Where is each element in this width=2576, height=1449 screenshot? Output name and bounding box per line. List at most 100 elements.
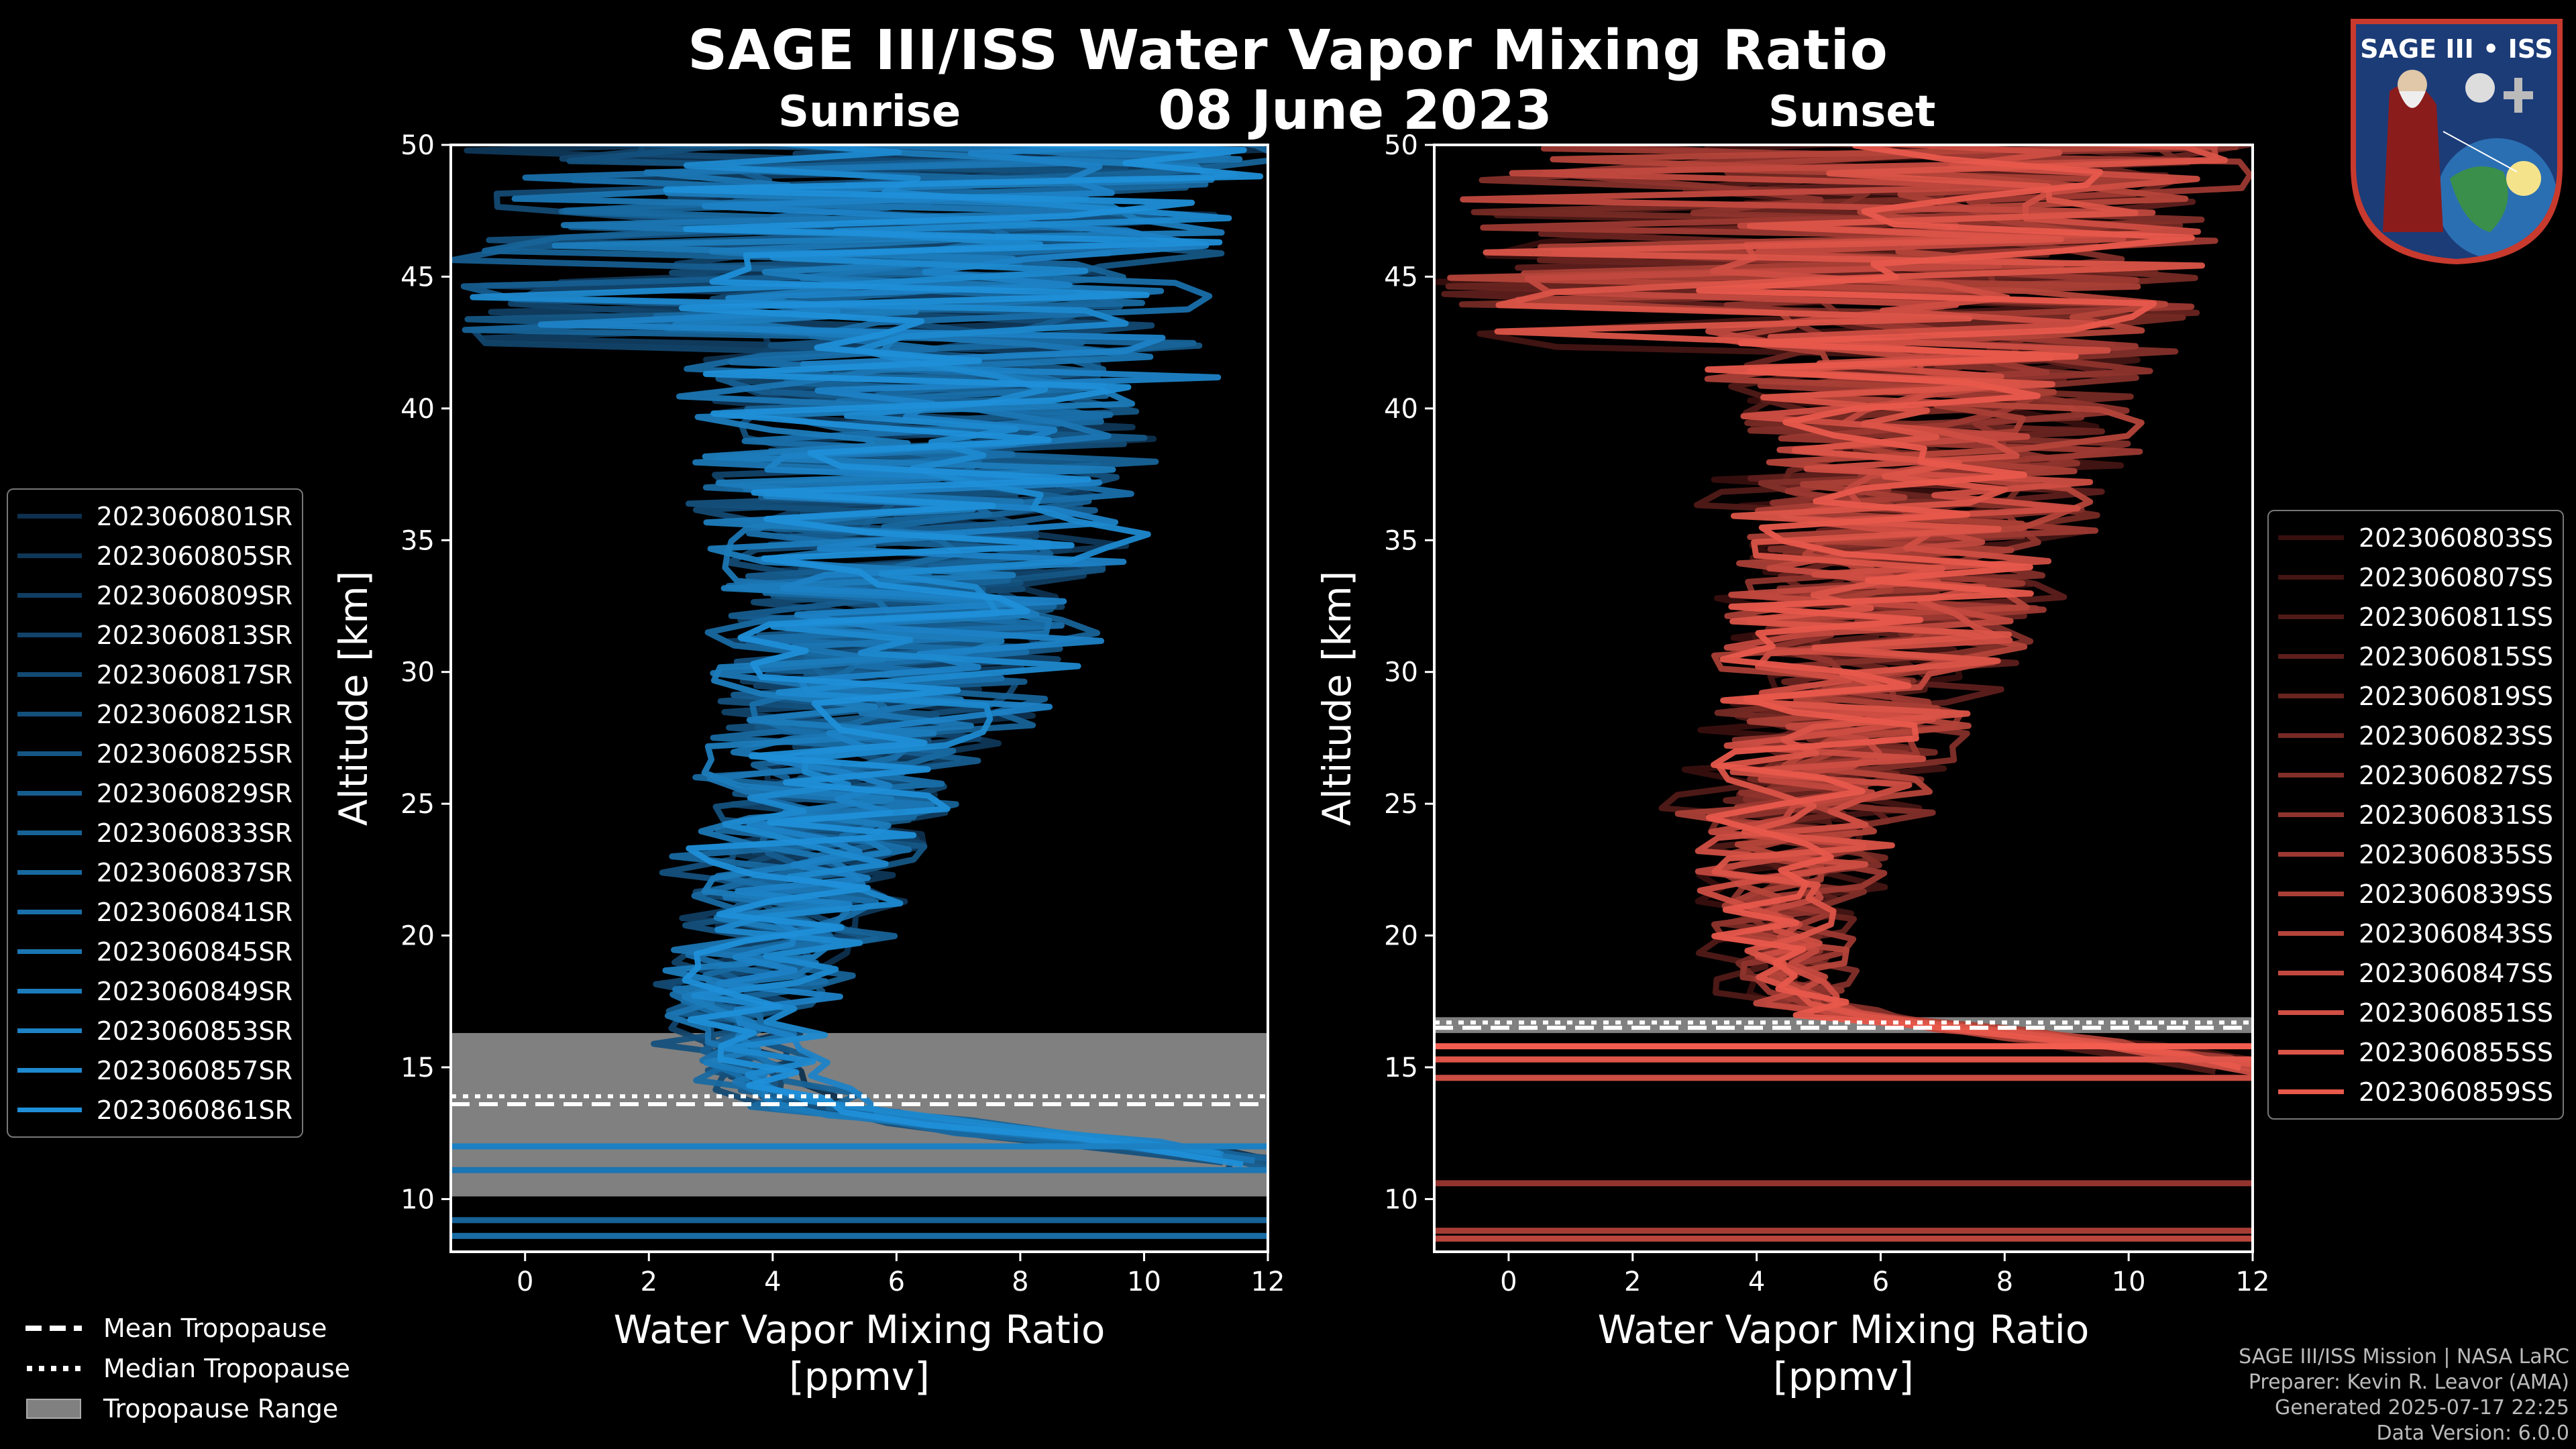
- sunset-legend-swatch: [2278, 773, 2344, 777]
- sunset-legend-swatch: [2278, 1010, 2344, 1015]
- tropopause-range-legend-item: Tropopause Range: [24, 1389, 350, 1429]
- sunset-ytick-label-40: 40: [1384, 394, 1418, 425]
- sunset-legend-swatch: [2278, 535, 2344, 540]
- sunrise-yaxis-label: Altitude [km]: [331, 571, 376, 826]
- sunrise-ytick-label-40: 40: [400, 394, 435, 425]
- sunrise-legend-label: 2023060825SR: [96, 739, 292, 769]
- sunrise-legend-label: 2023060833SR: [96, 818, 292, 848]
- sunrise-plot: 0 2 4 6 8 10 12 10 15 20 25 30 35 40 45 50 Water Vapor M…: [331, 130, 1285, 1399]
- sunrise-panel-title: Sunrise: [778, 87, 961, 137]
- sunset-data-area: [1434, 145, 2253, 1242]
- sunset-legend-label: 2023060835SS: [2358, 839, 2553, 869]
- sunset-legend-swatch: [2278, 733, 2344, 738]
- sunrise-legend-label: 2023060817SR: [96, 659, 292, 690]
- sunrise-legend-label: 2023060821SR: [96, 699, 292, 729]
- sunset-legend-label: 2023060851SS: [2358, 998, 2553, 1028]
- dotted-line-icon: [27, 1366, 82, 1371]
- sunset-legend-item: 2023060859SS: [2278, 1072, 2553, 1112]
- sunrise-legend-swatch: [17, 514, 82, 519]
- sunset-xtick-label-6: 6: [1872, 1267, 1889, 1297]
- sunrise-legend-swatch: [17, 949, 82, 954]
- sunrise-legend-item: 2023060801SR: [17, 496, 292, 536]
- sunrise-legend-swatch: [17, 989, 82, 994]
- sunrise-legend-label: 2023060857SR: [96, 1055, 292, 1085]
- sunrise-legend-swatch: [17, 870, 82, 875]
- sunset-legend-label: 2023060859SS: [2358, 1077, 2553, 1107]
- sunset-legend-swatch: [2278, 1050, 2344, 1055]
- sunset-legend-label: 2023060843SS: [2358, 918, 2553, 949]
- sunset-legend-swatch: [2278, 971, 2344, 975]
- sunrise-legend-label: 2023060853SR: [96, 1016, 292, 1046]
- sunset-legend-item: 2023060847SS: [2278, 953, 2553, 993]
- sunrise-plot-frame: [449, 144, 1269, 1253]
- sunset-xtick-label-4: 4: [1748, 1267, 1765, 1297]
- sunrise-legend-label: 2023060829SR: [96, 778, 292, 808]
- sunset-legend-label: 2023060855SS: [2358, 1037, 2553, 1067]
- mean-tropopause-label: Mean Tropopause: [103, 1313, 327, 1343]
- sunrise-legend-item: 2023060853SR: [17, 1011, 292, 1051]
- sunrise-xtick-label-12: 12: [1251, 1267, 1285, 1297]
- sunset-legend-item: 2023060835SS: [2278, 835, 2553, 874]
- sunrise-ytick-label-35: 35: [400, 525, 435, 556]
- sunset-legend-item: 2023060843SS: [2278, 914, 2553, 953]
- sunset-legend-label: 2023060847SS: [2358, 958, 2553, 988]
- sunset-legend-label: 2023060819SS: [2358, 681, 2553, 711]
- sunrise-ytick-label-50: 50: [400, 130, 435, 161]
- sunrise-xtick-label-10: 10: [1127, 1267, 1161, 1297]
- sunset-legend-item: 2023060811SS: [2278, 597, 2553, 637]
- sunset-legend-label: 2023060823SS: [2358, 720, 2553, 751]
- sunrise-legend-swatch: [17, 751, 82, 756]
- sunset-legend-label: 2023060807SS: [2358, 562, 2553, 592]
- sunrise-legend-item: 2023060845SR: [17, 932, 292, 971]
- sunset-ytick-label-35: 35: [1384, 525, 1418, 556]
- sunset-ytick-label-25: 25: [1384, 789, 1418, 820]
- credits-mission: SAGE III/ISS Mission | NASA LaRC: [2239, 1345, 2569, 1368]
- sunset-legend-item: 2023060807SS: [2278, 557, 2553, 597]
- sunrise-legend-label: 2023060801SR: [96, 501, 292, 531]
- sunset-legend-label: 2023060811SS: [2358, 602, 2553, 632]
- sunrise-legend-item: 2023060833SR: [17, 813, 292, 853]
- sunrise-legend-swatch: [17, 1028, 82, 1033]
- sunset-legend: 2023060803SS 2023060807SS 2023060811SS 2023…: [2267, 510, 2564, 1120]
- sunrise-legend-swatch: [17, 712, 82, 716]
- sunrise-ytick-label-30: 30: [400, 657, 435, 688]
- sunrise-xaxis-label: Water Vapor Mixing Ratio: [614, 1307, 1106, 1352]
- sunrise-legend-item: 2023060829SR: [17, 773, 292, 813]
- sunset-legend-item: 2023060851SS: [2278, 993, 2553, 1032]
- sunrise-profile-16: [663, 145, 1264, 1168]
- sunrise-legend-item: 2023060849SR: [17, 971, 292, 1011]
- sunrise-legend-label: 2023060805SR: [96, 541, 292, 571]
- sunrise-legend-swatch: [17, 1108, 82, 1112]
- sunset-profile-15: [1696, 145, 2241, 1071]
- sunrise-legend-item: 2023060857SR: [17, 1051, 292, 1090]
- credits-preparer: Preparer: Kevin R. Leavor (AMA): [2248, 1371, 2569, 1394]
- tropopause-range-label: Tropopause Range: [103, 1394, 339, 1424]
- sunset-legend-label: 2023060815SS: [2358, 641, 2553, 672]
- sunrise-legend-swatch: [17, 1068, 82, 1073]
- sunrise-legend-swatch: [17, 633, 82, 637]
- sunrise-ytick-label-25: 25: [400, 789, 435, 820]
- sunrise-xtick-label-6: 6: [888, 1267, 905, 1297]
- sunrise-legend-swatch: [17, 553, 82, 558]
- sunrise-legend-swatch: [17, 910, 82, 914]
- sunset-legend-item: 2023060819SS: [2278, 676, 2553, 716]
- sunset-legend-swatch: [2278, 614, 2344, 619]
- sunset-legend-item: 2023060803SS: [2278, 518, 2553, 557]
- sunset-legend-swatch: [2278, 852, 2344, 857]
- sunset-ytick-label-50: 50: [1384, 130, 1418, 161]
- mean-tropopause-legend-item: Mean Tropopause: [24, 1308, 350, 1348]
- sunrise-legend-item: 2023060805SR: [17, 536, 292, 576]
- sunrise-legend-label: 2023060845SR: [96, 936, 292, 967]
- sunrise-xtick-label-0: 0: [517, 1267, 533, 1297]
- sunset-legend-swatch: [2278, 694, 2344, 698]
- chart-title: SAGE III/ISS Water Vapor Mixing Ratio: [688, 19, 1888, 83]
- sunset-legend-label: 2023060803SS: [2358, 523, 2553, 553]
- sunrise-legend-swatch: [17, 830, 82, 835]
- tropopause-legend: Mean Tropopause Median Tropopause Tropop…: [24, 1308, 350, 1429]
- sunrise-ytick-label-15: 15: [400, 1053, 435, 1083]
- sunset-xtick-label-12: 12: [2236, 1267, 2270, 1297]
- sunrise-xtick-label-4: 4: [764, 1267, 781, 1297]
- sunset-xaxis-unit: [ppmv]: [1773, 1354, 1914, 1399]
- sunset-legend-swatch: [2278, 654, 2344, 659]
